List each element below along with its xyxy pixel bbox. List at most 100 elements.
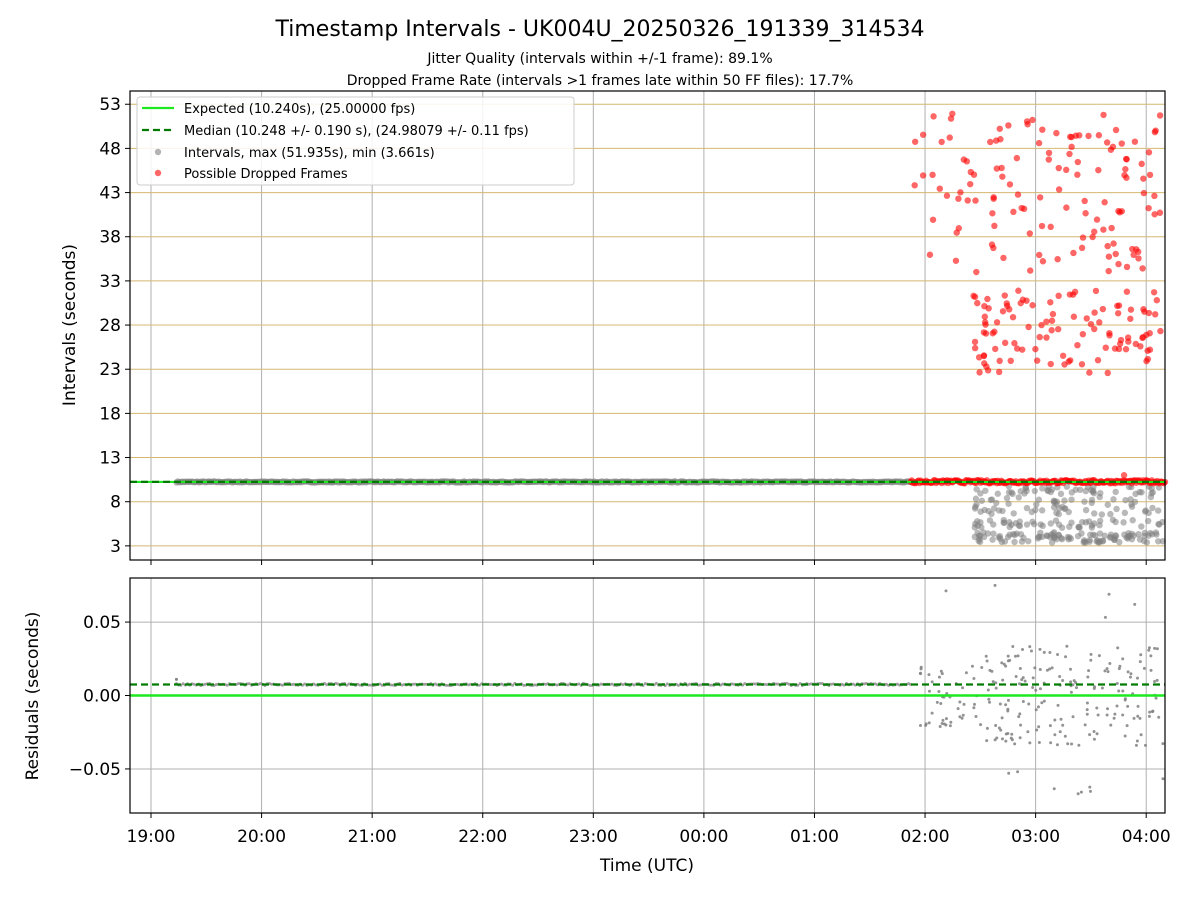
- interval-point: [977, 490, 984, 497]
- residual-point: [1063, 734, 1067, 738]
- interval-point: [982, 487, 989, 494]
- dropped-frame-point: [1055, 186, 1063, 193]
- dropped-frame-point: [1063, 204, 1070, 211]
- interval-point: [1129, 517, 1136, 524]
- dropped-frame-point: [1054, 325, 1062, 333]
- residual-point: [1161, 777, 1165, 781]
- residual-point: [937, 675, 941, 679]
- interval-point: [998, 538, 1006, 546]
- residual-point: [303, 682, 307, 686]
- dropped-frame-point: [1007, 357, 1014, 365]
- residual-point: [979, 723, 983, 727]
- residual-point: [1026, 730, 1030, 734]
- dropped-frame-point: [1010, 208, 1017, 216]
- interval-point: [1025, 537, 1032, 545]
- residual-point: [994, 686, 998, 690]
- interval-point: [1122, 496, 1129, 504]
- dropped-frame-point: [981, 319, 989, 326]
- residual-point: [1010, 732, 1014, 736]
- dropped-frame-point: [1036, 251, 1043, 259]
- chart-subtitle-dropped: Dropped Frame Rate (intervals >1 frames …: [347, 73, 854, 89]
- residual-point: [1116, 646, 1120, 650]
- residual-point: [1103, 615, 1107, 619]
- residual-point: [1013, 654, 1017, 658]
- residual-point: [985, 726, 989, 730]
- residual-point: [1069, 667, 1073, 671]
- dropped-frame-point: [957, 189, 964, 196]
- interval-point: [1015, 522, 1023, 529]
- residual-point: [918, 724, 922, 728]
- residual-point: [829, 682, 833, 686]
- residual-point: [1108, 662, 1112, 666]
- dropped-frame-point: [1035, 139, 1043, 147]
- residual-point: [1085, 712, 1089, 716]
- residual-point: [632, 683, 636, 687]
- interval-point: [1095, 539, 1103, 546]
- dropped-frame-point: [1074, 341, 1081, 349]
- dropped-frame-point: [1082, 210, 1089, 217]
- dropped-frame-point: [1054, 255, 1061, 263]
- residuals-y-tick-label: −0.05: [69, 760, 121, 780]
- dropped-frame-point: [1049, 310, 1057, 318]
- dropped-frame-point: [993, 165, 1001, 172]
- residual-point: [862, 682, 866, 686]
- dropped-frame-point: [1055, 164, 1062, 172]
- interval-point: [1011, 538, 1018, 546]
- residual-point: [1004, 664, 1008, 668]
- dropped-frame-point: [1047, 223, 1054, 231]
- dropped-frame-point: [955, 195, 962, 202]
- x-tick-label: 19:00: [127, 827, 176, 847]
- residual-point: [1153, 646, 1157, 650]
- residual-point: [776, 682, 780, 686]
- residual-point: [774, 682, 778, 686]
- residual-point: [236, 682, 240, 686]
- residual-point: [938, 724, 942, 728]
- interval-point: [1039, 485, 1046, 492]
- dropped-frame-point: [1121, 171, 1128, 179]
- legend-median-label: Median (10.248 +/- 0.190 s), (24.98079 +…: [184, 124, 529, 139]
- residual-point: [1139, 653, 1143, 657]
- residual-point: [1000, 661, 1004, 665]
- residual-point: [1007, 771, 1011, 775]
- interval-point: [1147, 529, 1154, 537]
- dropped-frame-point: [963, 158, 971, 165]
- intervals-y-tick-label: 38: [99, 228, 121, 248]
- interval-point: [1140, 537, 1148, 545]
- interval-point: [1021, 490, 1028, 497]
- dropped-frame-point: [1146, 330, 1153, 337]
- dropped-frame-point: [1015, 287, 1022, 294]
- dropped-frame-point: [999, 308, 1007, 315]
- interval-point: [1031, 487, 1038, 495]
- interval-point: [1149, 504, 1156, 512]
- interval-point: [973, 486, 980, 493]
- residual-point: [1016, 654, 1020, 658]
- dropped-frame-point: [1095, 132, 1103, 139]
- interval-point: [1127, 496, 1134, 503]
- interval-point: [972, 495, 980, 502]
- residual-point: [1088, 733, 1092, 737]
- residual-point: [980, 665, 984, 669]
- residual-point: [1133, 602, 1137, 606]
- residual-point: [1018, 736, 1022, 740]
- dropped-frame-point: [1100, 111, 1107, 119]
- dropped-frame-point: [1078, 244, 1086, 252]
- interval-point: [984, 530, 992, 537]
- residual-point: [990, 669, 994, 673]
- residual-point: [820, 682, 824, 686]
- residual-point: [1148, 710, 1152, 714]
- dropped-frame-point: [1144, 355, 1151, 363]
- interval-point: [1082, 539, 1089, 546]
- dropped-frame-point: [1038, 321, 1045, 329]
- residual-point: [1139, 733, 1143, 737]
- dropped-frame-point: [1123, 155, 1130, 163]
- dropped-frame-point: [1053, 129, 1060, 137]
- interval-point: [1065, 508, 1072, 516]
- interval-point: [1090, 531, 1097, 538]
- residual-point: [577, 682, 581, 686]
- dropped-frame-point: [1095, 166, 1102, 174]
- residual-point: [1109, 723, 1113, 727]
- residual-point: [1085, 708, 1089, 712]
- residual-point: [1037, 725, 1041, 729]
- residual-point: [1154, 696, 1158, 700]
- dropped-frame-point: [999, 173, 1006, 180]
